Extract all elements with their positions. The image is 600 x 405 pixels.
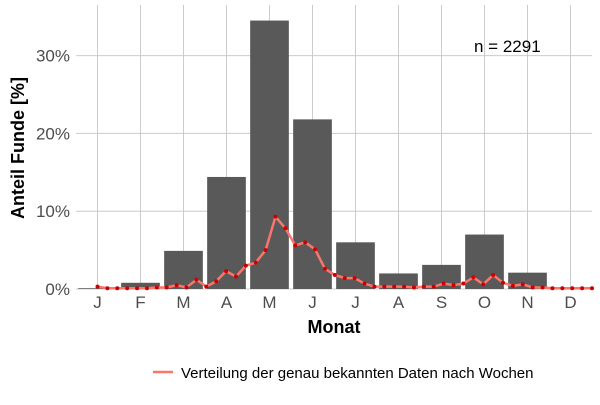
y-tick-label: 20% [36, 124, 70, 143]
x-tick-label: M [262, 293, 276, 312]
series-point [560, 286, 565, 291]
x-tick-label: J [351, 293, 360, 312]
series-point [530, 285, 535, 290]
weekly-line [95, 214, 594, 291]
x-axis-title: Monat [308, 317, 361, 337]
y-tick-label: 10% [36, 202, 70, 221]
series-point [273, 214, 278, 219]
y-axis-title: Anteil Funde [%] [8, 77, 28, 219]
series-point [590, 286, 594, 291]
bar-A [379, 273, 418, 289]
series-point [303, 240, 308, 245]
bar-O [465, 234, 504, 289]
bar-M [250, 20, 289, 289]
series-point [550, 286, 555, 291]
series-point [135, 286, 140, 291]
series-point [342, 276, 347, 281]
series-point [431, 284, 436, 289]
series-point [115, 286, 120, 291]
x-tick-label: J [308, 293, 317, 312]
series-point [174, 283, 179, 288]
x-tick-label: D [564, 293, 576, 312]
x-tick-label: S [436, 293, 447, 312]
x-tick-label: J [93, 293, 102, 312]
series-point [204, 284, 209, 289]
bar-J [293, 119, 332, 289]
series-point [144, 286, 149, 291]
series-point [402, 284, 407, 289]
series-point [520, 282, 525, 287]
series-point [253, 260, 258, 265]
series-point [461, 281, 466, 286]
series-point [214, 279, 219, 284]
bar-F [121, 282, 160, 289]
y-tick-label: 30% [36, 47, 70, 66]
bars [78, 20, 590, 289]
series-point [293, 243, 298, 248]
series-point [491, 272, 496, 277]
series-point [184, 285, 189, 290]
series-point [540, 285, 545, 290]
series-point [421, 284, 426, 289]
series-point [95, 284, 100, 289]
y-tick-labels: 0% 10% 20% 30% [36, 47, 70, 299]
series-point [471, 275, 476, 280]
x-tick-label: A [221, 293, 233, 312]
series-point [510, 283, 515, 288]
series-point [164, 285, 169, 290]
x-tick-label: F [135, 293, 145, 312]
series-point [451, 283, 456, 288]
series-point [125, 286, 130, 291]
series-point [392, 284, 397, 289]
series-point [580, 286, 585, 291]
legend: Verteilung der genau bekannten Daten nac… [153, 365, 534, 382]
series-point [263, 248, 268, 253]
series-point [322, 266, 327, 271]
series-point [441, 281, 446, 286]
x-tick-label: N [521, 293, 533, 312]
series-point [154, 285, 159, 290]
series-point [372, 284, 377, 289]
series-point [283, 226, 288, 231]
sample-size-annotation: n = 2291 [474, 37, 541, 56]
x-tick-label: M [176, 293, 190, 312]
series-point [481, 282, 486, 287]
series-point [243, 263, 248, 268]
series-point [411, 285, 416, 290]
series-point [313, 247, 318, 252]
series-point [224, 269, 229, 274]
series-point [362, 281, 367, 286]
bar-M [164, 250, 203, 289]
series-point [105, 286, 110, 291]
x-tick-label: A [393, 293, 405, 312]
series-point [194, 277, 199, 282]
series-point [332, 272, 337, 277]
series-point [570, 286, 575, 291]
series-point [233, 274, 238, 279]
y-tick-label: 0% [45, 280, 70, 299]
series-point [500, 280, 505, 285]
series-point [352, 276, 357, 281]
series-point [382, 284, 387, 289]
legend-label: Verteilung der genau bekannten Daten nac… [181, 365, 534, 382]
bar-J [336, 242, 375, 289]
x-tick-label: O [478, 293, 491, 312]
